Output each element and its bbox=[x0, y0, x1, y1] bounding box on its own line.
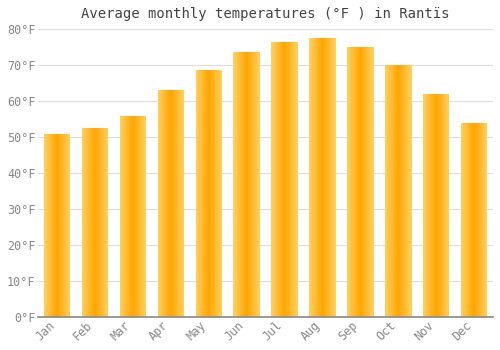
Title: Average monthly temperatures (°F ) in Rantïs: Average monthly temperatures (°F ) in Ra… bbox=[82, 7, 450, 21]
